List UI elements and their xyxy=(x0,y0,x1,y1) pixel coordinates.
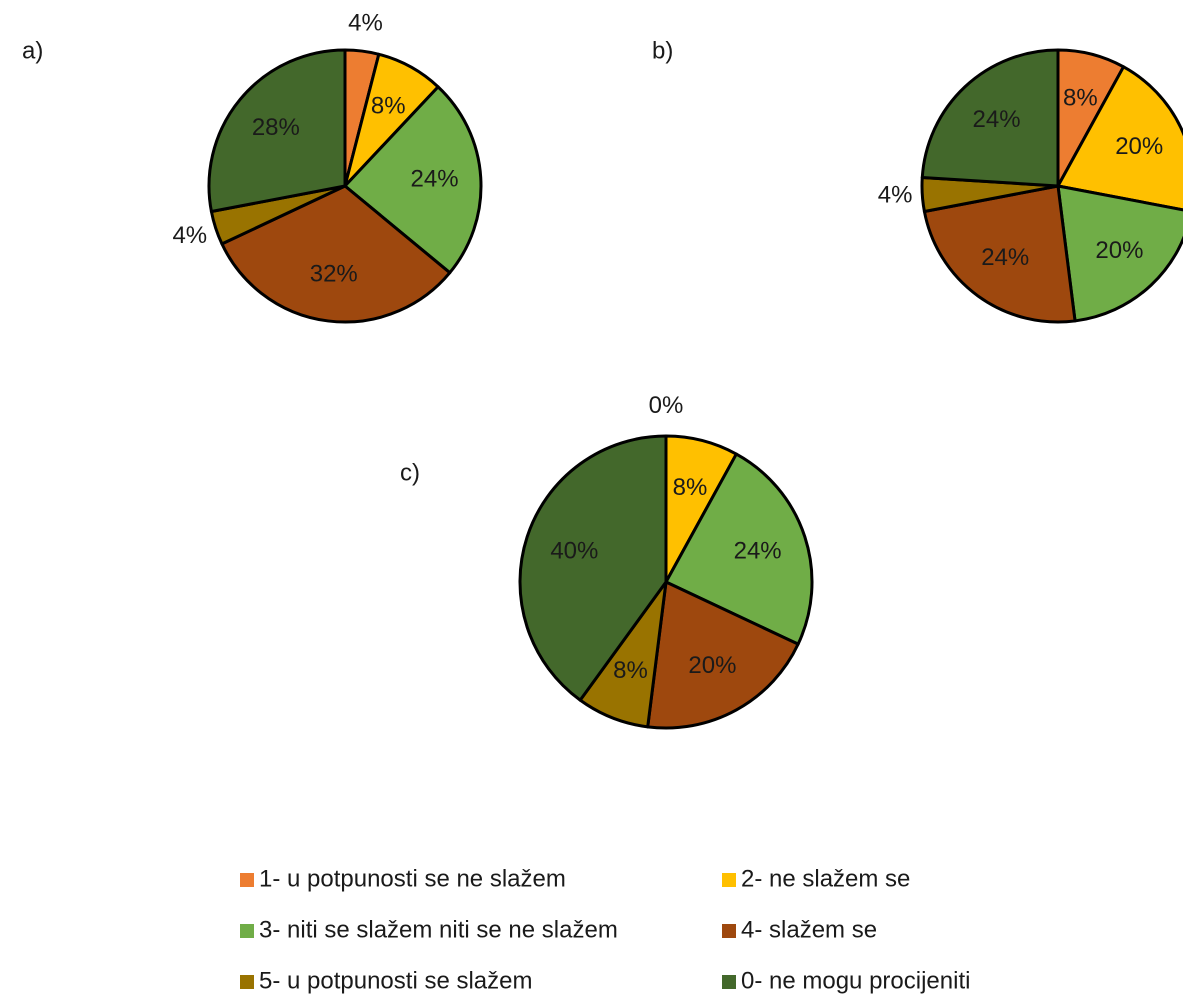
pie-slice xyxy=(1056,184,1183,323)
data-label: 24% xyxy=(981,244,1029,271)
legend-swatch xyxy=(240,873,254,887)
legend-label: 2- ne slažem se xyxy=(741,865,910,892)
data-label: 24% xyxy=(411,166,459,193)
data-label: 20% xyxy=(1115,133,1163,160)
legend-swatch xyxy=(240,975,254,989)
data-label: 20% xyxy=(688,652,736,679)
data-label: 8% xyxy=(673,474,708,501)
legend-label: 3- niti se slažem niti se ne slažem xyxy=(259,916,618,943)
legend-label: 4- slažem se xyxy=(741,916,877,943)
pie-slice xyxy=(220,184,452,324)
legend-swatch xyxy=(722,975,736,989)
pie-slice xyxy=(920,48,1060,188)
data-label: 28% xyxy=(252,114,300,141)
pie-slice xyxy=(1056,65,1183,212)
legend-swatch xyxy=(722,924,736,938)
data-label: 20% xyxy=(1095,237,1143,264)
pie-slice xyxy=(207,48,347,213)
pie-slice xyxy=(664,452,814,646)
data-label: 4% xyxy=(172,222,207,249)
data-label: 0% xyxy=(649,392,684,419)
data-label: 8% xyxy=(1063,84,1098,111)
pie-slice xyxy=(646,580,800,730)
chart-label: b) xyxy=(652,37,673,64)
legend-label: 5- u potpunosti se slažem xyxy=(259,967,532,994)
data-label: 8% xyxy=(371,93,406,120)
legend-label: 0- ne mogu procijeniti xyxy=(741,967,970,994)
pie-slice xyxy=(518,434,668,702)
data-label: 24% xyxy=(973,106,1021,133)
chart-label: a) xyxy=(22,37,43,64)
data-label: 8% xyxy=(613,657,648,684)
legend-swatch xyxy=(240,924,254,938)
data-label: 4% xyxy=(878,182,913,209)
chart-label: c) xyxy=(400,459,420,486)
data-label: 4% xyxy=(348,9,383,36)
data-label: 24% xyxy=(734,538,782,565)
data-label: 40% xyxy=(550,538,598,565)
legend-swatch xyxy=(722,873,736,887)
data-label: 32% xyxy=(310,260,358,287)
pie-slice xyxy=(922,184,1077,324)
pie-slice xyxy=(343,85,483,275)
legend-label: 1- u potpunosti se ne slažem xyxy=(259,865,566,892)
